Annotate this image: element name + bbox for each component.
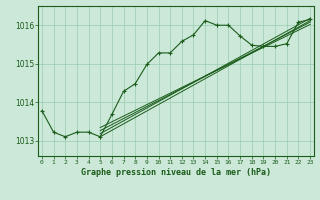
X-axis label: Graphe pression niveau de la mer (hPa): Graphe pression niveau de la mer (hPa) xyxy=(81,168,271,177)
